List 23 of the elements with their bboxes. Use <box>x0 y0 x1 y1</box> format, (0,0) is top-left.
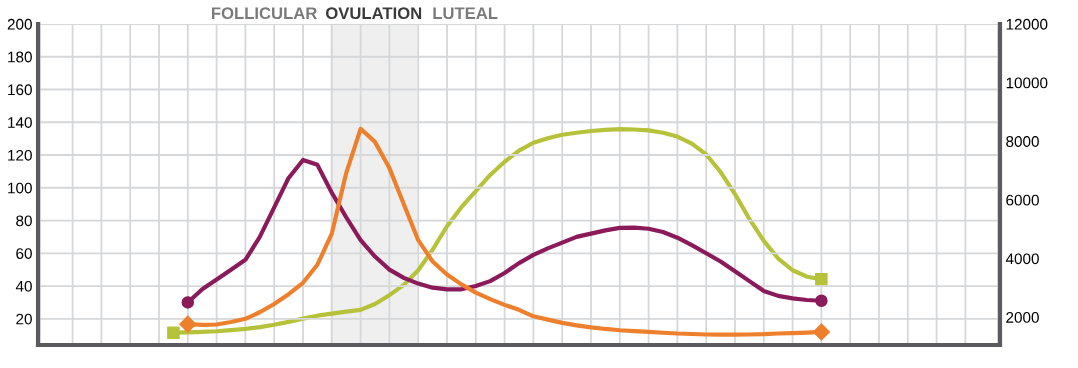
y2-tick-label: 6000 <box>1006 194 1039 206</box>
point <box>812 323 830 341</box>
y-tick-label: 200 <box>7 18 32 30</box>
y-tick-label: 20 <box>16 313 32 325</box>
point <box>179 315 197 333</box>
text: LUTEAL <box>433 7 498 20</box>
y2-tick-label: 4000 <box>1005 253 1039 265</box>
y-tick-label: 120 <box>8 149 32 161</box>
y-tick-label: 180 <box>8 51 32 63</box>
y2-tick-label: 12000 <box>1006 18 1048 30</box>
y-tick-label: 160 <box>8 84 32 96</box>
y-tick-label: 140 <box>8 117 32 128</box>
y-tick-label: 60 <box>16 248 32 259</box>
y-tick-label: 100 <box>8 182 32 194</box>
text: FOLLICULAR <box>211 7 317 20</box>
y2-tick-label: 8000 <box>1006 136 1039 147</box>
point <box>181 296 195 309</box>
y2-tick-label: 2000 <box>1006 312 1039 323</box>
text: OVULATION <box>325 7 422 20</box>
y2-tick-label: 10000 <box>1006 77 1048 89</box>
point <box>815 294 828 308</box>
y-tick-label: 40 <box>15 280 32 292</box>
y-tick-label: 80 <box>16 215 32 227</box>
